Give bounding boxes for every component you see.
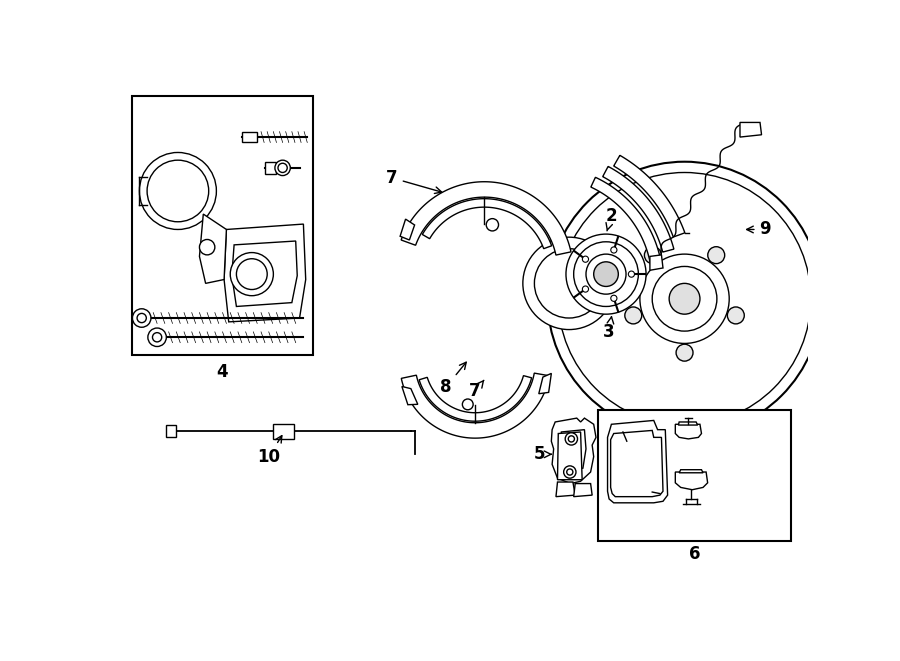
Circle shape — [463, 399, 473, 410]
Circle shape — [565, 433, 578, 445]
Polygon shape — [224, 224, 306, 322]
Circle shape — [582, 256, 589, 262]
Text: 1: 1 — [0, 660, 1, 661]
Polygon shape — [552, 418, 596, 484]
Text: 10: 10 — [257, 436, 282, 465]
Polygon shape — [591, 177, 662, 265]
Circle shape — [670, 284, 700, 314]
Circle shape — [486, 219, 499, 231]
Polygon shape — [675, 424, 701, 439]
Polygon shape — [559, 430, 586, 471]
Text: 2: 2 — [606, 208, 617, 231]
Circle shape — [563, 466, 576, 478]
Text: 9: 9 — [747, 221, 771, 239]
Circle shape — [644, 247, 662, 264]
Polygon shape — [166, 425, 176, 438]
Polygon shape — [401, 182, 571, 255]
Polygon shape — [242, 132, 257, 143]
Circle shape — [582, 286, 589, 292]
Polygon shape — [675, 472, 707, 490]
Circle shape — [274, 160, 291, 176]
Circle shape — [140, 153, 216, 229]
Circle shape — [611, 247, 616, 253]
Circle shape — [652, 266, 717, 331]
Circle shape — [558, 173, 811, 425]
Polygon shape — [573, 484, 592, 496]
Circle shape — [147, 160, 209, 222]
Circle shape — [535, 249, 604, 318]
Polygon shape — [610, 430, 663, 496]
Circle shape — [625, 307, 642, 324]
Circle shape — [278, 163, 287, 173]
Circle shape — [727, 307, 744, 324]
Text: 6: 6 — [688, 545, 700, 563]
Circle shape — [676, 344, 693, 361]
Circle shape — [152, 332, 162, 342]
Circle shape — [566, 234, 646, 314]
Text: 3: 3 — [603, 317, 615, 341]
Circle shape — [568, 436, 574, 442]
Polygon shape — [608, 420, 668, 503]
Circle shape — [230, 253, 274, 295]
Circle shape — [586, 254, 626, 294]
Circle shape — [573, 242, 638, 307]
Polygon shape — [614, 155, 685, 237]
Polygon shape — [539, 373, 552, 394]
Circle shape — [611, 295, 616, 301]
Polygon shape — [401, 373, 549, 438]
Circle shape — [547, 162, 822, 436]
Text: 7: 7 — [386, 169, 442, 194]
Polygon shape — [650, 255, 663, 270]
Circle shape — [237, 258, 267, 290]
Circle shape — [200, 239, 215, 255]
Polygon shape — [557, 432, 582, 480]
Polygon shape — [402, 387, 418, 405]
Circle shape — [594, 262, 618, 286]
Polygon shape — [598, 410, 791, 541]
Polygon shape — [556, 482, 575, 496]
Circle shape — [640, 254, 729, 344]
Circle shape — [567, 469, 573, 475]
Circle shape — [148, 328, 166, 346]
Circle shape — [628, 271, 634, 277]
Text: 5: 5 — [534, 446, 552, 463]
Polygon shape — [422, 199, 552, 249]
Circle shape — [132, 309, 151, 327]
Polygon shape — [400, 219, 415, 240]
Polygon shape — [273, 424, 294, 439]
Polygon shape — [419, 375, 532, 421]
Circle shape — [523, 237, 616, 330]
Polygon shape — [603, 167, 674, 252]
Polygon shape — [131, 97, 313, 355]
Text: 7: 7 — [469, 380, 484, 400]
Circle shape — [707, 247, 724, 264]
Polygon shape — [200, 214, 227, 284]
Text: 4: 4 — [217, 363, 229, 381]
Polygon shape — [740, 122, 761, 137]
Circle shape — [137, 313, 147, 323]
Polygon shape — [680, 470, 703, 473]
Text: 8: 8 — [440, 362, 466, 397]
Polygon shape — [679, 422, 698, 425]
Polygon shape — [265, 162, 276, 174]
Polygon shape — [232, 241, 297, 307]
